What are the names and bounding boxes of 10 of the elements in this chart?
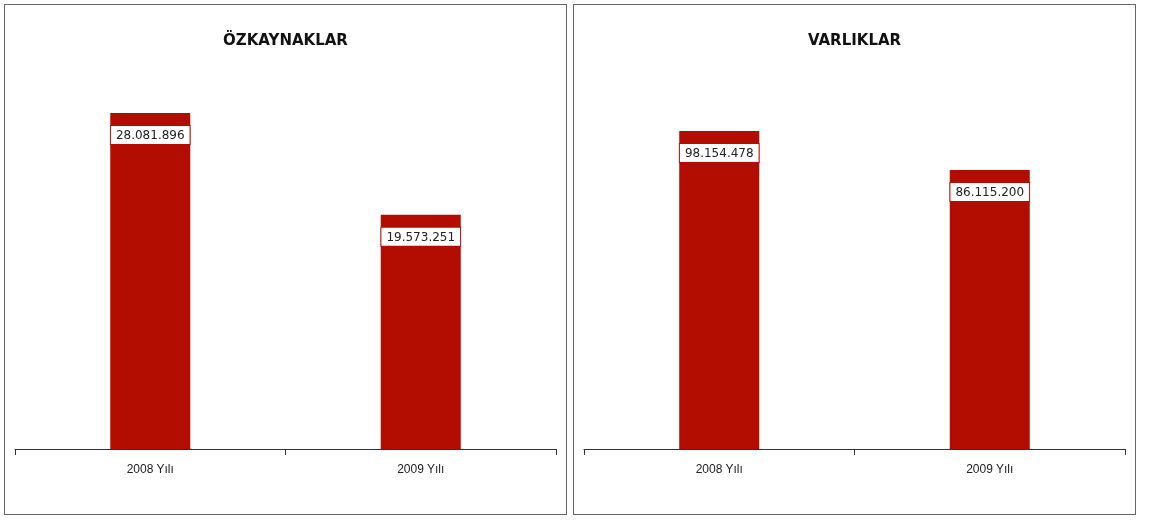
x-tick-label: 2008 Yılı — [126, 462, 174, 476]
chart-title: ÖZKAYNAKLAR — [223, 29, 349, 49]
data-label: 19.573.251 — [386, 229, 456, 244]
x-tick-label: 2009 Yılı — [966, 462, 1014, 476]
data-label: 86.115.200 — [955, 184, 1025, 199]
data-label: 28.081.896 — [115, 127, 185, 142]
chart-title: VARLIKLAR — [807, 30, 902, 49]
data-label: 98.154.478 — [684, 145, 754, 160]
x-tick-label: 2008 Yılı — [695, 462, 743, 476]
x-tick-label: 2009 Yılı — [397, 462, 445, 476]
